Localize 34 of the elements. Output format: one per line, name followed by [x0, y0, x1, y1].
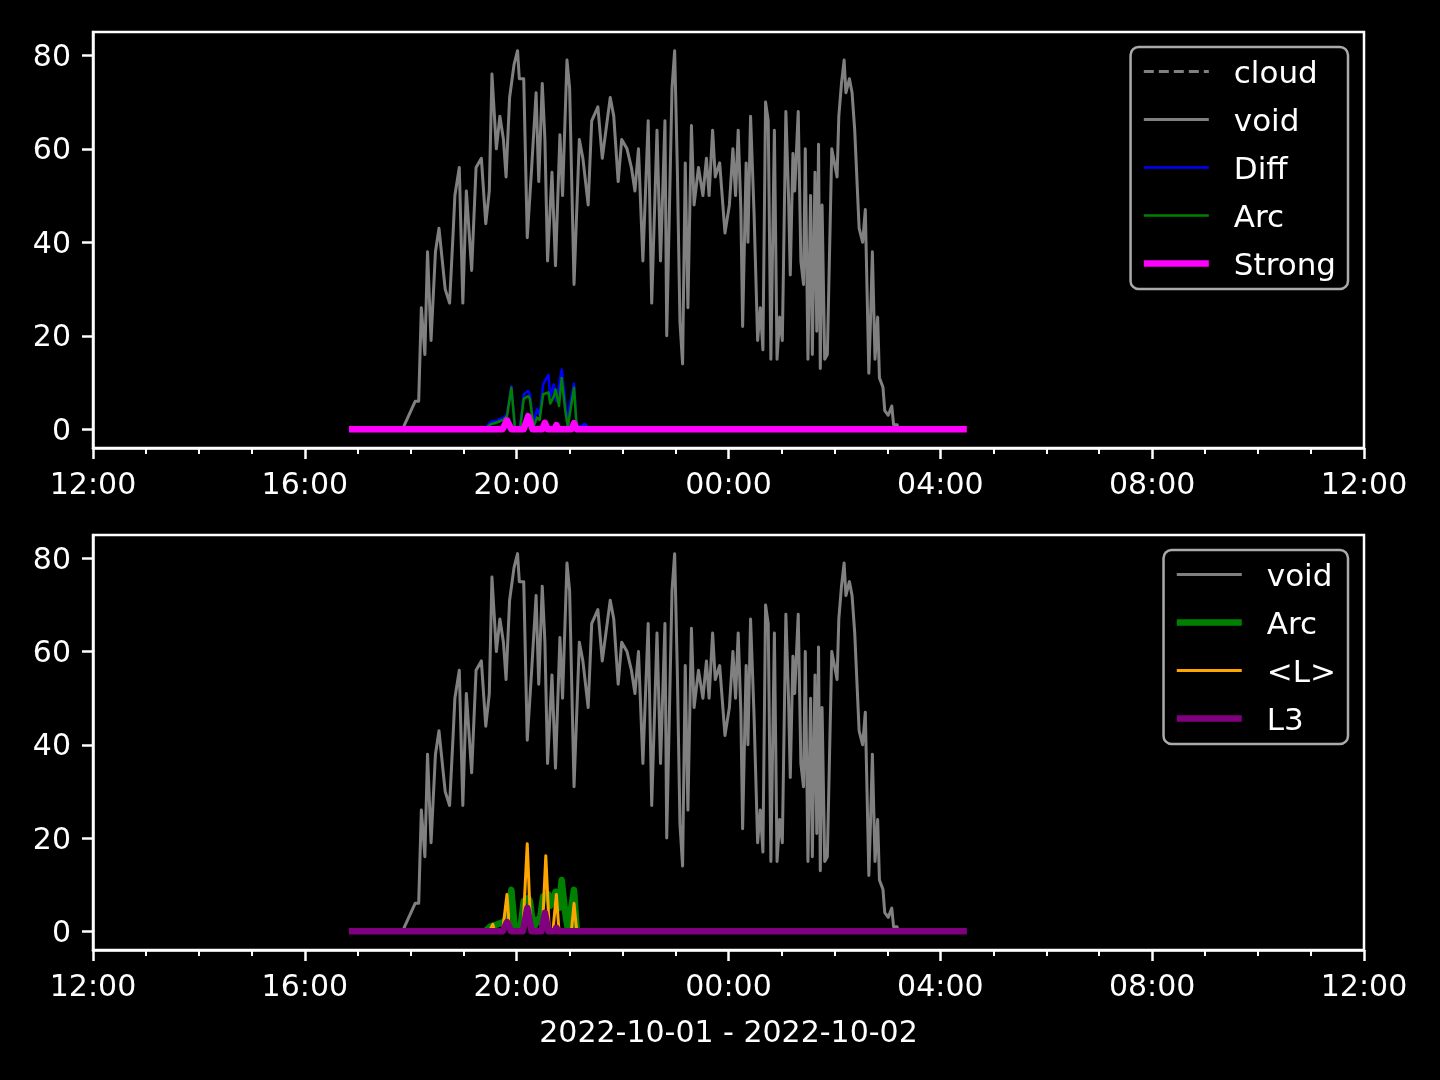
- x-tick-label: 04:00: [897, 967, 984, 1003]
- legend-label: Strong: [1233, 245, 1337, 282]
- x-axis-title: 2022-10-01 - 2022-10-02: [539, 1013, 918, 1049]
- legend-label: Arc: [1266, 604, 1318, 641]
- y-tick-label: 0: [51, 411, 71, 447]
- y-tick-label: 0: [51, 913, 71, 949]
- x-tick-label: 12:00: [49, 465, 137, 501]
- x-tick-label: 12:00: [1320, 465, 1408, 501]
- y-tick-label: 20: [32, 820, 71, 856]
- legend-label: Diff: [1233, 149, 1289, 186]
- y-tick-label: 60: [32, 131, 71, 167]
- x-tick-label: 12:00: [49, 967, 137, 1003]
- x-tick-label: 16:00: [261, 465, 349, 501]
- x-tick-label: 16:00: [261, 967, 349, 1003]
- y-tick-label: 80: [32, 540, 71, 576]
- y-tick-label: 80: [32, 37, 71, 73]
- x-tick-label: 00:00: [685, 967, 772, 1003]
- x-tick-label: 08:00: [1108, 465, 1196, 501]
- x-tick-label: 20:00: [473, 967, 560, 1003]
- legend-label: <L>: [1266, 652, 1337, 689]
- legend-label: void: [1233, 101, 1300, 138]
- legend-label: L3: [1266, 700, 1304, 737]
- y-tick-label: 40: [32, 727, 71, 763]
- x-tick-label: 20:00: [473, 465, 560, 501]
- y-tick-label: 20: [32, 318, 71, 354]
- legend-label: Arc: [1233, 197, 1285, 234]
- x-tick-label: 04:00: [897, 465, 984, 501]
- x-tick-label: 08:00: [1108, 967, 1196, 1003]
- x-tick-label: 00:00: [685, 465, 772, 501]
- legend-label: cloud: [1233, 53, 1318, 90]
- y-tick-label: 40: [32, 224, 71, 260]
- y-tick-label: 60: [32, 634, 71, 670]
- x-tick-label: 12:00: [1320, 967, 1408, 1003]
- legend-label: void: [1266, 556, 1333, 593]
